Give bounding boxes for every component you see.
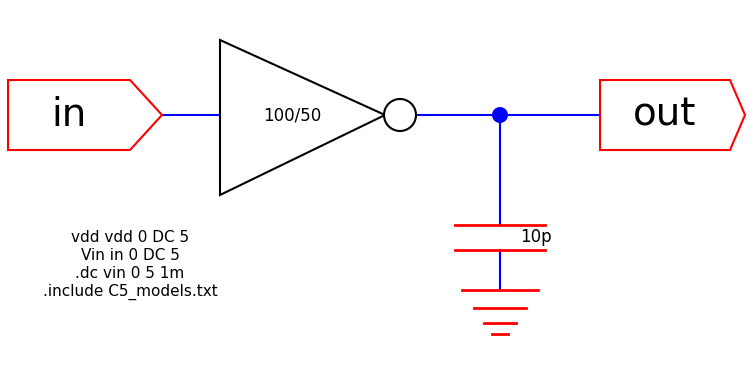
Text: Vin in 0 DC 5: Vin in 0 DC 5 bbox=[81, 248, 180, 263]
Text: in: in bbox=[51, 96, 87, 134]
Text: 10p: 10p bbox=[520, 228, 552, 246]
Text: out: out bbox=[633, 96, 697, 134]
Circle shape bbox=[384, 99, 416, 131]
Text: vdd vdd 0 DC 5: vdd vdd 0 DC 5 bbox=[71, 230, 189, 245]
Polygon shape bbox=[600, 80, 745, 150]
Polygon shape bbox=[8, 80, 162, 150]
Text: .dc vin 0 5 1m: .dc vin 0 5 1m bbox=[76, 266, 185, 281]
Text: 100/50: 100/50 bbox=[263, 106, 322, 124]
Text: .include C5_models.txt: .include C5_models.txt bbox=[42, 284, 217, 300]
Circle shape bbox=[492, 107, 508, 123]
